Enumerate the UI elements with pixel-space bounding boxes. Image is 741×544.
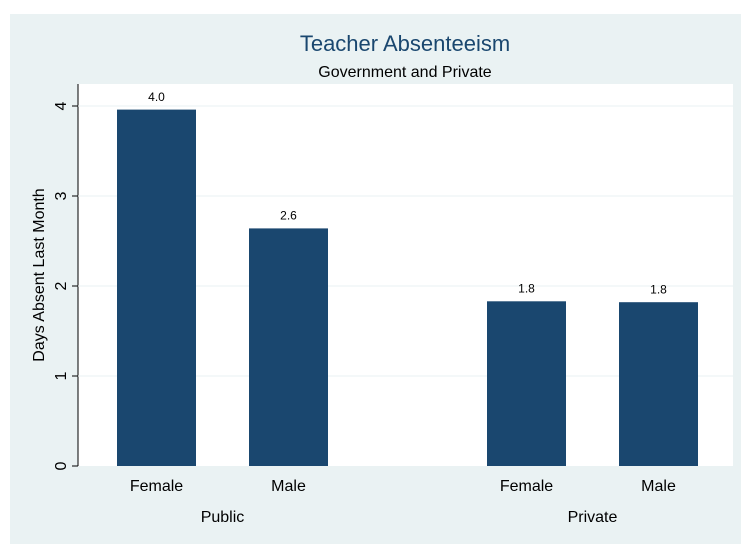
bar [619,302,698,466]
value-label: 2.6 [280,209,297,223]
chart-subtitle: Government and Private [318,64,492,81]
x-tick-label: Male [641,478,676,495]
value-label: 1.8 [650,282,667,296]
y-axis-title: Days Absent Last Month [31,188,48,361]
bar [117,109,196,466]
value-label: 1.8 [518,281,535,295]
bar [249,228,328,466]
chart-title: Teacher Absenteeism [300,31,510,56]
group-label: Public [201,509,245,526]
y-tick-label: 0 [53,461,70,470]
x-tick-label: Male [271,478,306,495]
y-tick-label: 1 [53,371,70,380]
y-tick-label: 2 [53,281,70,290]
x-tick-label: Female [130,478,183,495]
x-tick-label: Female [500,478,553,495]
y-tick-label: 3 [53,191,70,200]
y-tick-label: 4 [53,101,70,110]
value-label: 4.0 [148,90,165,104]
bar [487,301,566,466]
group-label: Private [568,509,618,526]
